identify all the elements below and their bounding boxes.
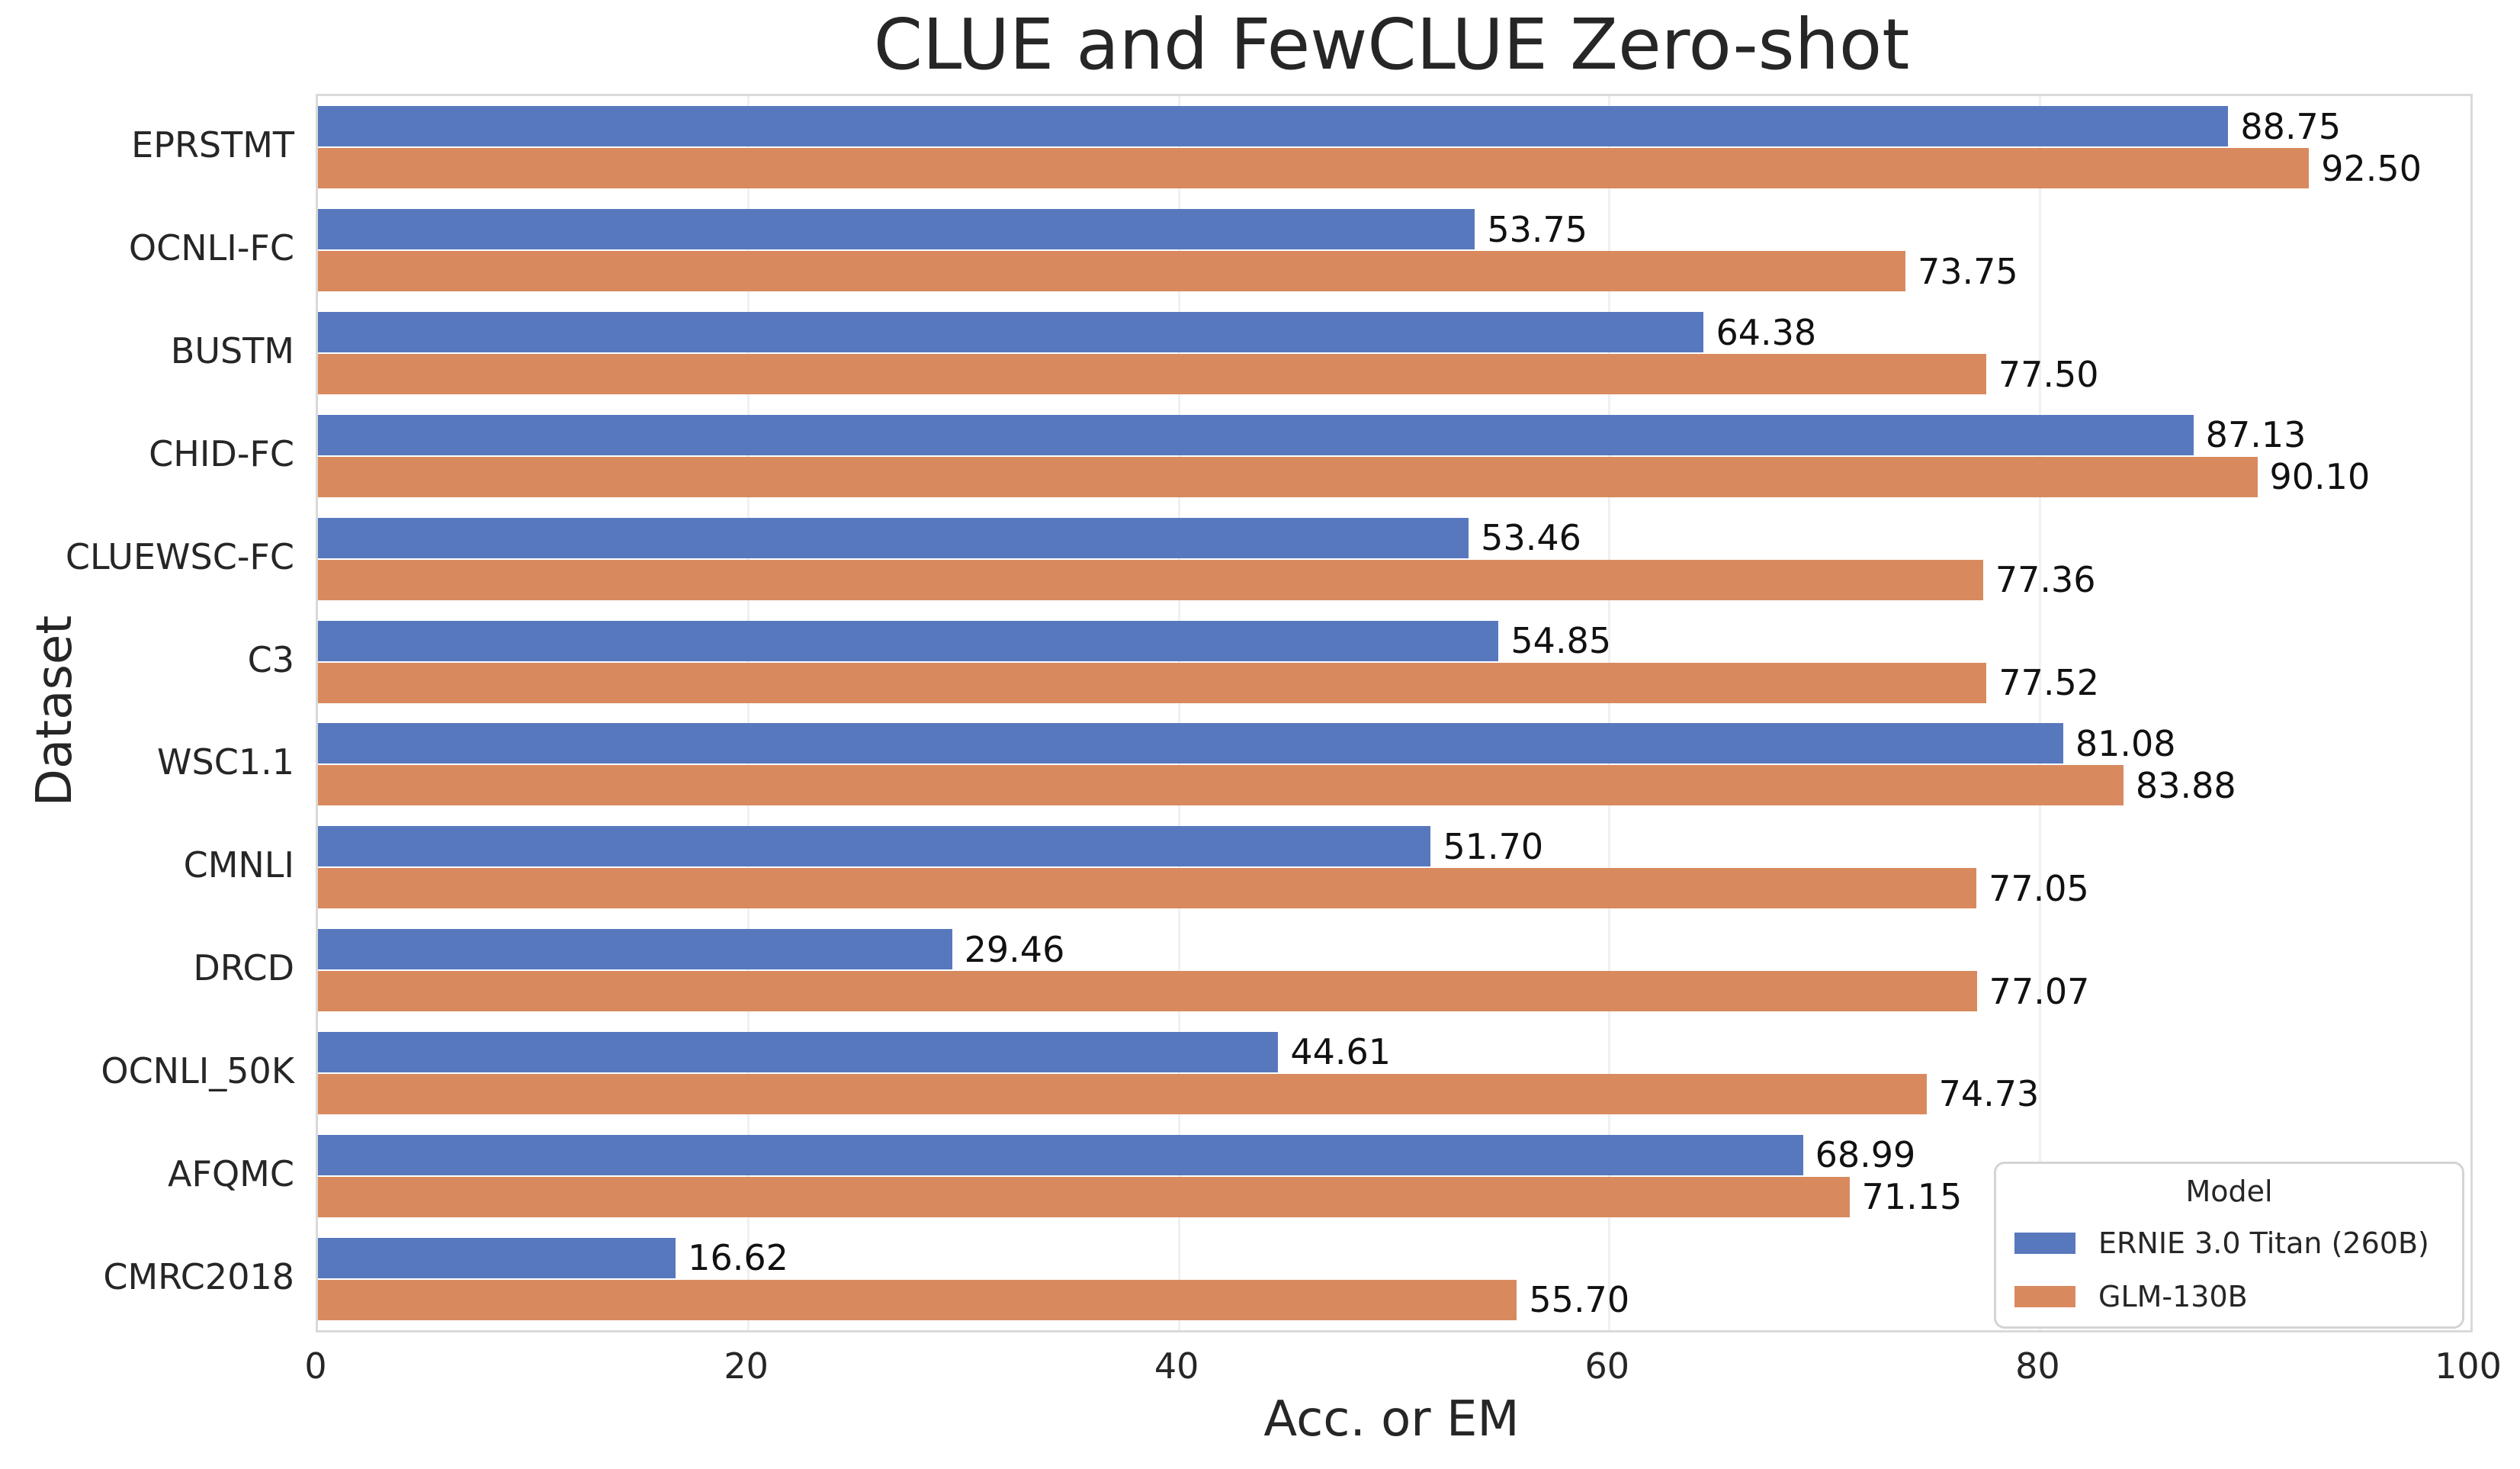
- x-tick-label-80: 80: [2015, 1345, 2060, 1387]
- legend-item-1: GLM-130B: [2014, 1272, 2462, 1321]
- bar-value-label: 77.50: [1998, 353, 2099, 395]
- bar-EPRSTMT-series-1: [318, 148, 2310, 189]
- gridline-x-40: [1177, 96, 1180, 1330]
- x-tick-label-20: 20: [724, 1345, 769, 1387]
- bar-value-label: 73.75: [1917, 250, 2018, 292]
- bar-value-label: 29.46: [964, 928, 1065, 970]
- bar-AFQMC-series-0: [318, 1134, 1803, 1175]
- bar-OCNLI-FC-series-0: [318, 209, 1475, 250]
- bar-CLUEWSC-FC-series-0: [318, 517, 1469, 558]
- y-tick-labels: EPRSTMT OCNLI-FC BUSTM CHID-FC CLUEWSC-FC C3 W…: [0, 0, 294, 1469]
- x-axis-label: Acc. or EM: [1263, 1391, 1520, 1448]
- bar-value-label: 55.70: [1529, 1279, 1630, 1321]
- legend-swatch-icon: [2014, 1233, 2075, 1254]
- bar-WSC1.1-series-0: [318, 723, 2063, 764]
- bar-value-label: 68.99: [1815, 1134, 1916, 1176]
- bar-value-label: 77.07: [1989, 970, 2090, 1012]
- gridline-x-80: [2038, 96, 2041, 1330]
- chart-title: CLUE and FewCLUE Zero-shot: [873, 4, 1910, 85]
- y-tick-label-OCNLI-FC: OCNLI-FC: [128, 227, 294, 269]
- bar-value-label: 87.13: [2205, 414, 2307, 456]
- y-tick-label-DRCD: DRCD: [193, 947, 294, 989]
- bar-OCNLI_50K-series-0: [318, 1031, 1279, 1072]
- bar-value-label: 51.70: [1443, 825, 1544, 867]
- gridline-x-20: [747, 96, 750, 1330]
- bar-value-label: 16.62: [688, 1237, 788, 1279]
- y-tick-label-BUSTM: BUSTM: [170, 330, 294, 372]
- bar-BUSTM-series-0: [318, 312, 1704, 353]
- bar-EPRSTMT-series-0: [318, 106, 2229, 147]
- bar-value-label: 64.38: [1716, 311, 1817, 353]
- bar-value-label: 83.88: [2135, 764, 2236, 806]
- bar-AFQMC-series-1: [318, 1176, 1850, 1217]
- bar-value-label: 90.10: [2269, 456, 2371, 498]
- legend: Model ERNIE 3.0 Titan (260B) GLM-130B: [1994, 1162, 2464, 1329]
- bar-BUSTM-series-1: [318, 354, 1986, 395]
- x-tick-label-40: 40: [1154, 1345, 1199, 1387]
- bar-CHID-FC-series-1: [318, 456, 2258, 497]
- y-tick-label-WSC1.1: WSC1.1: [157, 741, 294, 783]
- bar-value-label: 71.15: [1861, 1176, 1963, 1218]
- bar-OCNLI-FC-series-1: [318, 251, 1905, 292]
- legend-label: GLM-130B: [2098, 1280, 2248, 1313]
- y-tick-label-C3: C3: [247, 638, 294, 680]
- bar-value-label: 53.75: [1487, 208, 1588, 250]
- legend-label: ERNIE 3.0 Titan (260B): [2098, 1226, 2429, 1260]
- bar-value-label: 53.46: [1481, 517, 1581, 559]
- y-tick-label-CMNLI: CMNLI: [183, 844, 294, 886]
- bar-value-label: 44.61: [1290, 1031, 1392, 1073]
- x-tick-labels: 0 20 40 60 80 100: [0, 1345, 2520, 1399]
- legend-title: Model: [2185, 1175, 2273, 1208]
- bar-value-label: 54.85: [1510, 620, 1612, 662]
- bar-CMRC2018-series-1: [318, 1279, 1517, 1320]
- y-tick-label-CMRC2018: CMRC2018: [103, 1255, 294, 1297]
- bar-value-label: 77.05: [1989, 867, 2089, 909]
- bar-WSC1.1-series-1: [318, 765, 2124, 806]
- bar-CMNLI-series-0: [318, 826, 1431, 867]
- y-tick-label-CLUEWSC-FC: CLUEWSC-FC: [65, 535, 294, 577]
- y-tick-label-OCNLI_50K: OCNLI_50K: [101, 1050, 294, 1091]
- bar-CMRC2018-series-0: [318, 1237, 676, 1278]
- x-tick-label-0: 0: [304, 1345, 327, 1387]
- bar-value-label: 77.52: [1998, 662, 2100, 704]
- bar-value-label: 81.08: [2075, 722, 2176, 764]
- y-tick-label-CHID-FC: CHID-FC: [149, 432, 294, 474]
- bar-DRCD-series-1: [318, 971, 1977, 1012]
- legend-items: ERNIE 3.0 Titan (260B) GLM-130B: [1996, 1219, 2462, 1321]
- bar-CHID-FC-series-0: [318, 414, 2194, 455]
- bar-CLUEWSC-FC-series-1: [318, 559, 1983, 600]
- bar-DRCD-series-0: [318, 929, 952, 970]
- bar-C3-series-1: [318, 662, 1987, 703]
- y-tick-label-EPRSTMT: EPRSTMT: [131, 124, 294, 166]
- gridline-x-60: [1608, 96, 1611, 1330]
- bar-value-label: 92.50: [2321, 147, 2422, 189]
- plot-area: 88.75 92.50 53.75 73.75 64.38 77.50 87.13 90.10…: [316, 94, 2473, 1332]
- bar-OCNLI_50K-series-1: [318, 1073, 1927, 1114]
- y-tick-label-AFQMC: AFQMC: [168, 1152, 294, 1194]
- bar-value-label: 74.73: [1938, 1073, 2040, 1115]
- x-tick-label-60: 60: [1584, 1345, 1630, 1387]
- bar-CMNLI-series-1: [318, 868, 1977, 909]
- legend-swatch-icon: [2014, 1286, 2075, 1307]
- bar-value-label: 88.75: [2240, 105, 2342, 147]
- bar-value-label: 77.36: [1995, 559, 2096, 601]
- x-tick-label-100: 100: [2435, 1345, 2502, 1387]
- bar-C3-series-0: [318, 620, 1499, 661]
- legend-item-0: ERNIE 3.0 Titan (260B): [2014, 1219, 2462, 1268]
